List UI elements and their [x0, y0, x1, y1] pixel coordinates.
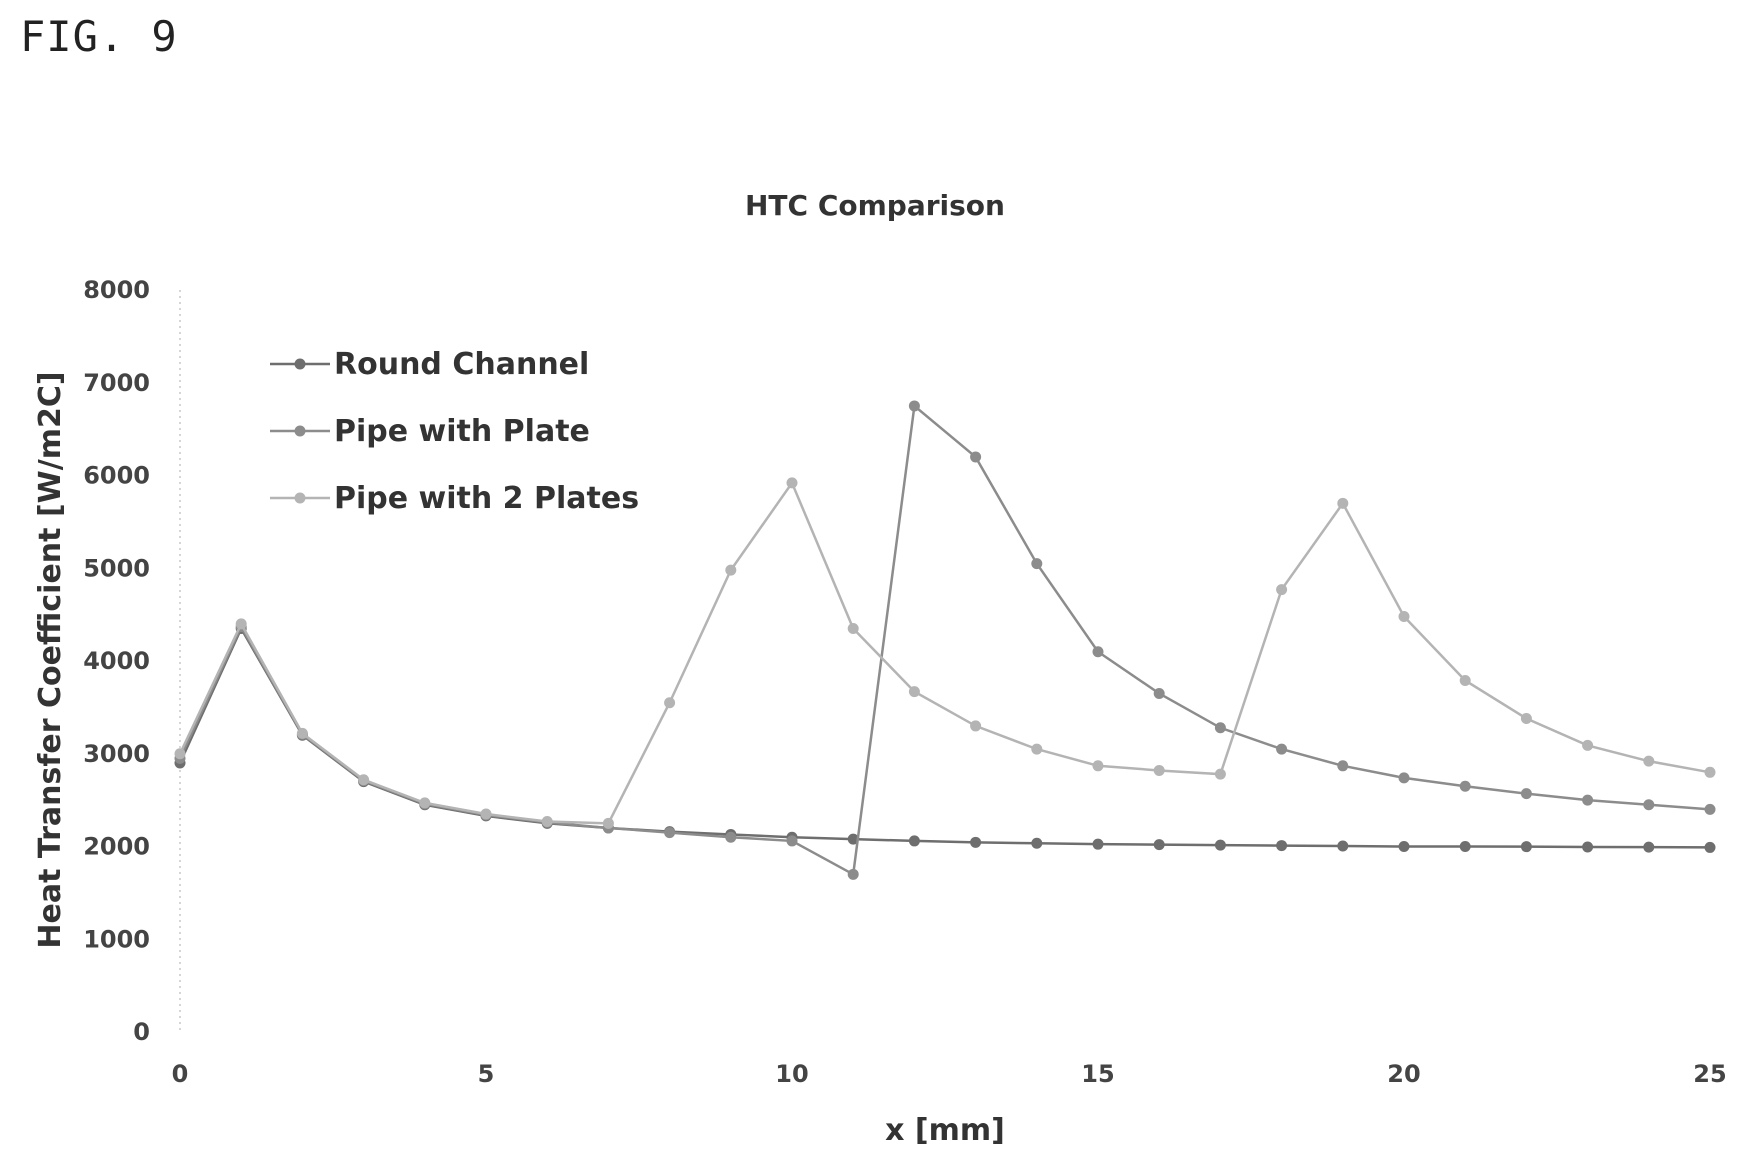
data-point: [847, 833, 859, 845]
data-point: [1276, 840, 1288, 852]
data-point: [1459, 674, 1471, 686]
legend-label: Pipe with 2 Plates: [334, 481, 639, 516]
legend-item: Pipe with 2 Plates: [270, 481, 639, 516]
data-point: [1459, 841, 1471, 852]
y-tick-label: 5000: [83, 554, 150, 582]
data-point: [725, 564, 737, 576]
series-layer: [174, 400, 1716, 880]
legend-item: Round Channel: [270, 347, 589, 382]
data-point: [1031, 743, 1043, 755]
data-point: [664, 697, 676, 709]
series-line: [178, 625, 1711, 849]
data-point: [1214, 768, 1226, 780]
x-tick-label: 10: [775, 1060, 808, 1088]
data-point: [1337, 497, 1349, 509]
data-point: [1398, 841, 1410, 852]
x-tick-label: 25: [1693, 1060, 1726, 1088]
data-point: [1153, 764, 1165, 776]
data-point: [1153, 839, 1165, 851]
data-point: [1337, 840, 1349, 852]
series-3: [174, 477, 1716, 829]
data-point: [1520, 713, 1532, 725]
legend: Round Channel Pipe with Plate Pipe with 2 …: [270, 347, 639, 516]
y-tick-label: 4000: [83, 647, 150, 675]
data-point: [296, 727, 308, 739]
y-tick-label: 2000: [83, 833, 150, 861]
data-point: [1520, 841, 1532, 853]
data-point: [1582, 794, 1594, 806]
legend-marker: [294, 358, 306, 370]
data-point: [847, 868, 859, 880]
figure-label: FIG. 9: [20, 12, 178, 61]
data-point: [1643, 755, 1655, 767]
data-point: [1582, 841, 1594, 853]
data-point: [1704, 803, 1716, 815]
y-tick-label: 6000: [83, 462, 150, 490]
data-point: [1398, 610, 1410, 622]
data-point: [1704, 766, 1716, 778]
series-line: [178, 480, 1711, 825]
data-point: [1520, 788, 1532, 800]
y-tick-label: 3000: [83, 740, 150, 768]
chart-title: HTC Comparison: [745, 189, 1005, 222]
data-point: [970, 451, 982, 463]
data-point: [908, 400, 920, 412]
data-point: [1276, 584, 1288, 596]
data-point: [1582, 739, 1594, 751]
data-point: [1214, 722, 1226, 734]
legend-label: Pipe with Plate: [334, 414, 590, 449]
data-point: [1214, 839, 1226, 851]
x-tick-label: 5: [478, 1060, 495, 1088]
data-point: [908, 835, 920, 847]
series-1: [174, 623, 1716, 853]
data-point: [970, 720, 982, 732]
data-point: [1398, 772, 1410, 784]
data-point: [602, 817, 614, 829]
legend-item: Pipe with Plate: [270, 414, 590, 449]
data-point: [1031, 837, 1043, 849]
data-point: [1643, 841, 1655, 853]
data-point: [1092, 646, 1104, 658]
legend-label: Round Channel: [334, 347, 589, 382]
x-axis-label: x [mm]: [885, 1113, 1005, 1148]
data-point: [664, 827, 676, 839]
x-axis-ticks: 0 5 10 15 20 25: [172, 1060, 1727, 1088]
data-point: [1031, 558, 1043, 570]
x-tick-label: 0: [172, 1060, 189, 1088]
data-point: [908, 686, 920, 698]
data-point: [480, 808, 492, 820]
x-tick-label: 15: [1081, 1060, 1114, 1088]
data-point: [1092, 838, 1104, 850]
data-point: [1276, 743, 1288, 755]
series-line: [178, 403, 1711, 877]
data-point: [235, 618, 247, 630]
data-point: [1643, 799, 1655, 811]
data-point: [174, 748, 186, 760]
data-point: [1704, 841, 1716, 853]
y-tick-label: 7000: [83, 369, 150, 397]
y-tick-label: 0: [133, 1018, 150, 1046]
x-tick-label: 20: [1387, 1060, 1420, 1088]
data-point: [541, 815, 553, 827]
data-point: [419, 797, 431, 809]
legend-marker: [294, 425, 306, 437]
series-2: [174, 400, 1716, 880]
data-point: [970, 836, 982, 848]
y-tick-label: 1000: [83, 925, 150, 953]
data-point: [1337, 760, 1349, 772]
data-point: [725, 831, 737, 843]
data-point: [786, 835, 798, 847]
data-point: [1153, 687, 1165, 699]
y-axis-label: Heat Transfer Coefficient [W/m2C]: [33, 371, 68, 948]
data-point: [786, 477, 798, 489]
data-point: [847, 623, 859, 635]
data-point: [358, 774, 370, 786]
legend-marker: [294, 492, 306, 504]
y-axis-ticks: 0 1000 2000 3000 4000 5000 6000 7000 8000: [83, 276, 150, 1046]
data-point: [1459, 780, 1471, 792]
data-point: [1092, 760, 1104, 772]
y-tick-label: 8000: [83, 276, 150, 304]
